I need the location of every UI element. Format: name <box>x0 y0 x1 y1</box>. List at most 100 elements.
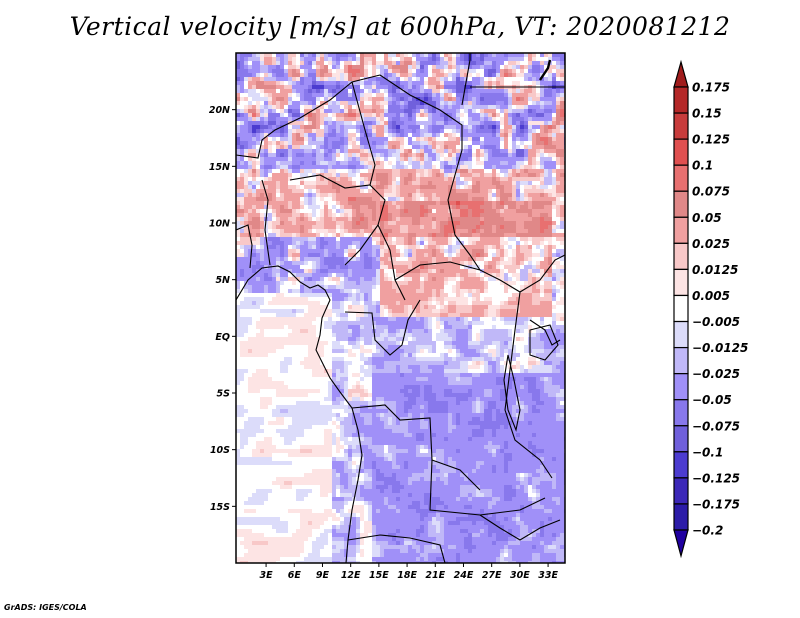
field-cell <box>408 57 412 61</box>
field-cell <box>400 197 404 201</box>
field-cell <box>424 225 428 229</box>
field-cell <box>260 157 264 161</box>
field-cell <box>396 217 400 221</box>
field-cell <box>360 105 364 109</box>
field-cell <box>420 229 424 233</box>
field-cell <box>396 265 400 269</box>
field-cell <box>556 73 560 77</box>
field-cell <box>548 249 552 253</box>
field-cell <box>520 205 524 209</box>
field-cell <box>504 209 508 213</box>
field-cell <box>284 281 288 285</box>
field-cell <box>552 217 556 221</box>
field-cell <box>488 261 492 265</box>
field-cell <box>520 193 524 197</box>
field-cell <box>468 173 472 177</box>
field-cell <box>476 209 480 213</box>
field-cell <box>296 277 300 281</box>
field-cell <box>400 101 404 105</box>
field-cell <box>340 129 344 133</box>
field-cell <box>492 169 496 173</box>
field-cell <box>436 193 440 197</box>
field-cell <box>488 77 492 81</box>
field-cell <box>276 113 280 117</box>
field-cell <box>416 205 420 209</box>
field-cell <box>548 217 552 221</box>
field-cell <box>484 153 488 157</box>
field-cell <box>268 177 272 181</box>
field-cell <box>544 225 548 229</box>
field-cell <box>340 217 344 221</box>
field-cell <box>356 173 360 177</box>
field-cell <box>436 289 440 293</box>
field-cell <box>388 189 392 193</box>
field-cell <box>560 89 564 93</box>
field-cell <box>464 177 468 181</box>
field-cell <box>300 61 304 65</box>
field-cell <box>316 93 320 97</box>
field-cell <box>332 205 336 209</box>
field-cell <box>272 105 276 109</box>
field-cell <box>348 113 352 117</box>
field-cell <box>404 273 408 277</box>
field-cell <box>336 185 340 189</box>
field-cell <box>376 53 380 57</box>
field-cell <box>296 73 300 77</box>
field-cell <box>344 169 348 173</box>
field-cell <box>320 69 324 73</box>
field-cell <box>240 149 244 153</box>
field-cell <box>264 121 268 125</box>
field-cell <box>536 241 540 245</box>
field-cell <box>532 97 536 101</box>
field-cell <box>332 241 336 245</box>
field-cell <box>532 189 536 193</box>
field-cell <box>356 181 360 185</box>
field-cell <box>436 109 440 113</box>
field-cell <box>376 121 380 125</box>
field-cell <box>316 185 320 189</box>
field-cell <box>292 57 296 61</box>
field-cell <box>532 237 536 241</box>
field-cell <box>444 161 448 165</box>
field-cell <box>436 221 440 225</box>
field-cell <box>276 281 280 285</box>
field-cell <box>236 253 240 257</box>
field-cell <box>312 241 316 245</box>
field-cell <box>296 157 300 161</box>
field-cell <box>356 89 360 93</box>
field-cell <box>456 157 460 161</box>
field-cell <box>556 189 560 193</box>
field-cell <box>436 141 440 145</box>
field-cell <box>344 57 348 61</box>
field-cell <box>244 141 248 145</box>
field-cell <box>388 217 392 221</box>
field-cell <box>544 169 548 173</box>
field-cell <box>460 117 464 121</box>
field-cell <box>560 281 564 285</box>
field-cell <box>376 157 380 161</box>
field-cell <box>348 213 352 217</box>
field-cell <box>244 145 248 149</box>
field-cell <box>300 269 304 273</box>
field-cell <box>552 253 556 257</box>
field-cell <box>516 189 520 193</box>
field-cell <box>292 225 296 229</box>
field-cell <box>344 205 348 209</box>
field-cell <box>396 101 400 105</box>
field-cell <box>464 257 468 261</box>
field-cell <box>312 53 316 57</box>
field-cell <box>308 161 312 165</box>
field-cell <box>552 273 556 277</box>
field-cell <box>416 77 420 81</box>
field-cell <box>532 69 536 73</box>
field-cell <box>468 77 472 81</box>
field-cell <box>520 161 524 165</box>
field-cell <box>504 221 508 225</box>
field-cell <box>408 289 412 293</box>
field-cell <box>540 257 544 261</box>
field-cell <box>320 121 324 125</box>
field-cell <box>304 241 308 245</box>
field-cell <box>548 221 552 225</box>
field-cell <box>552 149 556 153</box>
field-cell <box>280 77 284 81</box>
